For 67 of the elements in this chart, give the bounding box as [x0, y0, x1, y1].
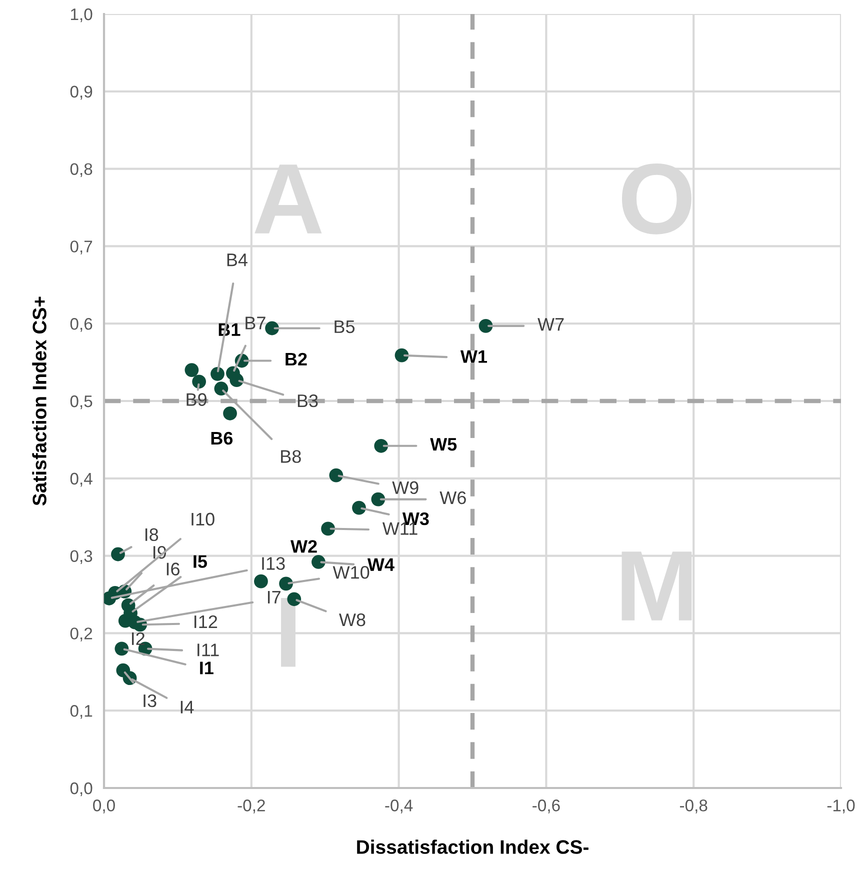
- point: [214, 382, 228, 396]
- annotation: I4: [180, 700, 194, 714]
- point: [394, 348, 409, 362]
- annotation: I13: [262, 557, 285, 570]
- point: [478, 318, 493, 333]
- annotation: I3: [144, 694, 156, 708]
- x-tick-label: -0,4: [385, 800, 413, 814]
- annotation: B8: [281, 450, 301, 463]
- y-tick-label: 0,7: [70, 240, 92, 254]
- annotation: I10: [192, 512, 214, 526]
- annotation: I2: [132, 632, 144, 645]
- annotation: W1: [460, 350, 488, 363]
- annotation: W5: [430, 438, 457, 451]
- annotation: B6: [211, 432, 233, 445]
- annotation: B7: [246, 316, 266, 330]
- point: [312, 555, 326, 569]
- annotation: I12: [194, 615, 218, 628]
- y-tick-label: 0,5: [70, 395, 92, 410]
- point: [371, 492, 386, 506]
- annotation: I11: [198, 644, 219, 656]
- annotation: B2: [286, 352, 307, 366]
- point: [352, 500, 366, 515]
- y-tick-label: 1,0: [70, 8, 92, 22]
- point: [114, 642, 129, 656]
- annotation: W4: [367, 558, 394, 571]
- point: [279, 576, 293, 591]
- annotation: I6: [166, 562, 180, 576]
- y-tick-label: 0,2: [70, 628, 92, 642]
- x-axis-title: Dissatisfaction Index CS-: [357, 840, 588, 854]
- annotation: W2: [290, 540, 317, 553]
- annotation: B4: [227, 254, 248, 266]
- y-axis-title: Satisfaction Index CS+: [32, 296, 46, 506]
- annotation: I7: [268, 591, 280, 604]
- annotation: W8: [339, 613, 366, 626]
- y-tick-label: 0,8: [70, 163, 92, 177]
- annotation: B3: [298, 394, 318, 408]
- annotation: B9: [186, 393, 206, 406]
- annotation: I8: [145, 528, 158, 542]
- annotation: I5: [194, 555, 208, 568]
- y-tick-label: 0,0: [70, 782, 92, 796]
- point: [374, 438, 388, 453]
- point: [226, 366, 240, 380]
- annotation: W9: [392, 481, 418, 494]
- annotation: B5: [334, 320, 355, 334]
- y-tick-label: 0,6: [70, 318, 92, 332]
- x-tick-label: 0,0: [93, 800, 115, 814]
- annotation: W7: [538, 318, 564, 331]
- y-tick-label: 0,3: [70, 550, 92, 564]
- y-tick-label: 0,4: [70, 472, 92, 487]
- point: [192, 374, 206, 389]
- point: [210, 366, 224, 381]
- point: [184, 363, 199, 377]
- x-tick-label: -1,0: [827, 800, 855, 814]
- annotation: I1: [200, 662, 214, 674]
- point: [329, 468, 344, 482]
- point: [111, 547, 125, 562]
- annotation: W6: [440, 491, 466, 504]
- x-tick-label: -0,2: [238, 800, 265, 814]
- point: [254, 574, 268, 588]
- annotation: W10: [332, 566, 370, 579]
- point: [121, 598, 136, 612]
- x-tick-label: -0,6: [532, 800, 560, 814]
- point: [321, 522, 335, 536]
- y-tick-label: 0,1: [70, 705, 92, 719]
- point: [223, 406, 237, 420]
- y-tick-label: 0,9: [70, 86, 92, 100]
- x-tick-label: -0,8: [680, 800, 708, 814]
